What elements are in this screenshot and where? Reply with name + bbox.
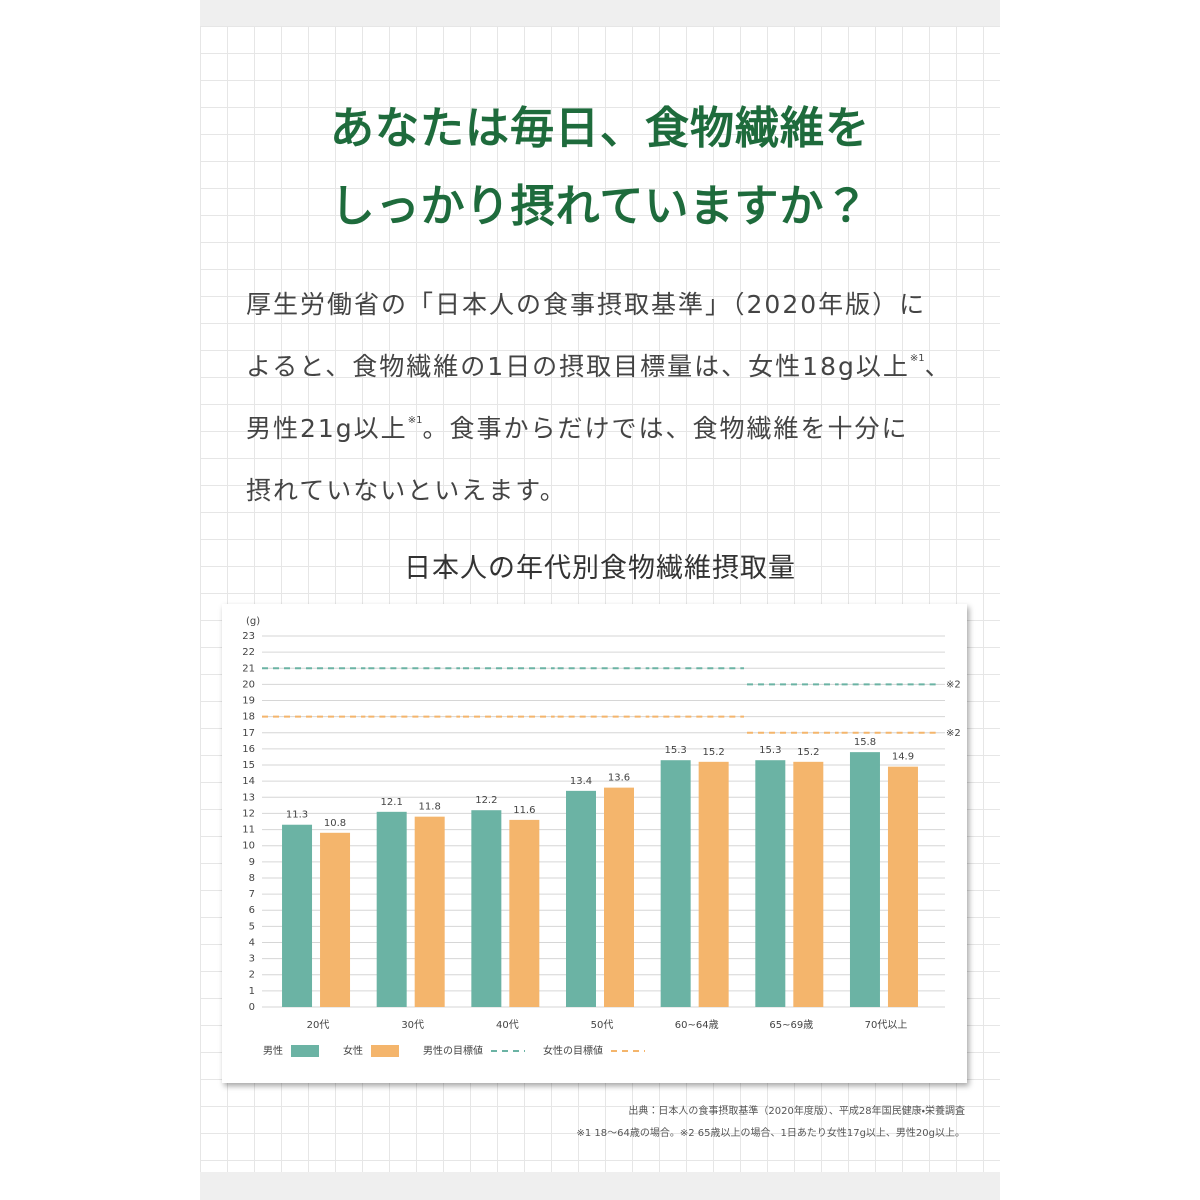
y-tick-label: 19 (242, 696, 255, 707)
legend-label: 男性の目標値 (423, 1044, 483, 1057)
bar (471, 810, 502, 1007)
target-note: ※2 (946, 728, 961, 739)
y-tick-label: 12 (242, 808, 255, 819)
value-label: 12.2 (475, 795, 497, 806)
y-tick-label: 21 (242, 663, 255, 674)
bar (660, 760, 691, 1007)
y-tick-label: 17 (242, 728, 255, 739)
chart-title: 日本人の年代別食物繊維摂取量 (404, 553, 796, 584)
intro-text: よると、食物繊維の1日の摂取目標量は、女性18g以上 (246, 352, 910, 381)
intro-text: 摂れていないといえます。 (246, 476, 567, 505)
y-tick-label: 1 (249, 986, 255, 997)
value-label: 15.2 (703, 747, 725, 758)
legend-label: 女性 (343, 1044, 363, 1057)
intro-line: 摂れていないといえます。 (246, 471, 567, 507)
y-tick-label: 14 (242, 776, 255, 787)
y-tick-label: 11 (242, 825, 255, 836)
legend-label: 男性 (263, 1044, 283, 1057)
x-tick-label: 70代以上 (865, 1019, 908, 1031)
y-tick-label: 8 (249, 873, 255, 884)
target-note: ※2 (946, 679, 961, 690)
value-label: 12.1 (381, 797, 403, 808)
intro-text: 厚生労働省の「日本人の食事摂取基準」（2020年版）に (246, 290, 927, 319)
bar (755, 760, 786, 1007)
legend-swatch (371, 1045, 399, 1057)
intro-text: 、 (924, 352, 952, 381)
value-label: 10.8 (324, 818, 346, 829)
bar (698, 761, 729, 1007)
legend-label: 女性の目標値 (543, 1044, 603, 1057)
bar (793, 761, 824, 1007)
footnote-ref: ※1 (909, 353, 925, 364)
y-tick-label: 16 (242, 744, 255, 755)
y-tick-label: 10 (242, 841, 255, 852)
bar (320, 832, 351, 1007)
value-label: 13.6 (608, 773, 630, 784)
intro-text: 。食事からだけでは、食物繊維を十分に (422, 414, 909, 443)
y-tick-label: 4 (249, 937, 255, 948)
value-label: 11.8 (419, 802, 441, 813)
legend-swatch (291, 1045, 319, 1057)
value-label: 15.2 (797, 747, 819, 758)
bar (376, 811, 407, 1007)
y-tick-label: 5 (249, 921, 255, 932)
x-tick-label: 40代 (496, 1019, 519, 1031)
bar (887, 766, 918, 1007)
intro-line: よると、食物繊維の1日の摂取目標量は、女性18g以上※1、 (246, 347, 952, 383)
bar (849, 752, 880, 1007)
bar (604, 787, 634, 1007)
value-label: 15.3 (759, 745, 781, 756)
y-tick-label: 23 (242, 631, 255, 642)
source: 出典：日本人の食事摂取基準（2020年度版）、平成28年国民健康・栄養調査 (628, 1106, 965, 1117)
title-line: しっかり摂れていますか？ (330, 181, 870, 232)
y-tick-label: 15 (242, 760, 255, 771)
value-label: 15.3 (665, 745, 687, 756)
value-label: 13.4 (570, 776, 592, 787)
value-label: 11.6 (513, 805, 535, 816)
y-unit: (g) (246, 616, 260, 627)
y-tick-label: 13 (242, 792, 255, 803)
intro-line: 男性21g以上※1。食事からだけでは、食物繊維を十分に (246, 409, 908, 445)
bar (566, 790, 596, 1007)
intro-line: 厚生労働省の「日本人の食事摂取基準」（2020年版）に (246, 285, 926, 321)
value-label: 11.3 (286, 810, 308, 821)
y-tick-label: 9 (249, 857, 255, 868)
x-tick-label: 20代 (307, 1019, 330, 1031)
y-tick-label: 0 (249, 1002, 255, 1013)
x-tick-label: 65~69歳 (769, 1019, 813, 1031)
y-tick-label: 6 (249, 905, 255, 916)
y-tick-label: 20 (242, 679, 255, 690)
title-line: あなたは毎日、食物繊維を (330, 103, 870, 154)
y-tick-label: 18 (242, 712, 255, 723)
x-tick-label: 30代 (401, 1019, 424, 1031)
y-tick-label: 3 (249, 954, 255, 965)
x-tick-label: 50代 (591, 1019, 614, 1031)
y-tick-label: 7 (249, 889, 255, 900)
footnote-ref: ※1 (407, 415, 423, 426)
x-tick-label: 60~64歳 (675, 1019, 719, 1031)
intro-text: 男性21g以上 (246, 414, 408, 443)
bar (414, 816, 445, 1007)
bar (509, 819, 540, 1007)
value-label: 15.8 (854, 737, 876, 748)
y-tick-label: 22 (242, 647, 255, 658)
value-label: 14.9 (892, 752, 914, 763)
bar (282, 824, 313, 1007)
note: ※1 18〜64歳の場合。※2 65歳以上の場合、1日あたり女性17g以上、男性… (576, 1128, 965, 1139)
y-tick-label: 2 (249, 970, 255, 981)
